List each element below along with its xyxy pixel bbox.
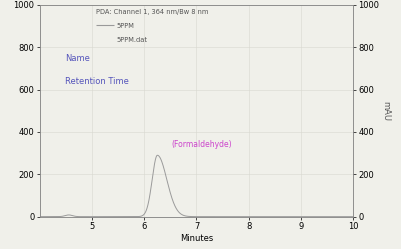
Text: PDA: Channel 1, 364 nm/Bw 8 nm: PDA: Channel 1, 364 nm/Bw 8 nm: [96, 9, 209, 15]
Text: 5PPM.dat: 5PPM.dat: [117, 37, 148, 43]
X-axis label: Minutes: Minutes: [180, 234, 213, 243]
Text: Name: Name: [65, 54, 90, 63]
Y-axis label: mAU: mAU: [381, 101, 391, 121]
Text: (Formaldehyde): (Formaldehyde): [172, 140, 232, 149]
Text: Retention Time: Retention Time: [65, 77, 129, 86]
Text: 5PPM: 5PPM: [117, 23, 135, 29]
